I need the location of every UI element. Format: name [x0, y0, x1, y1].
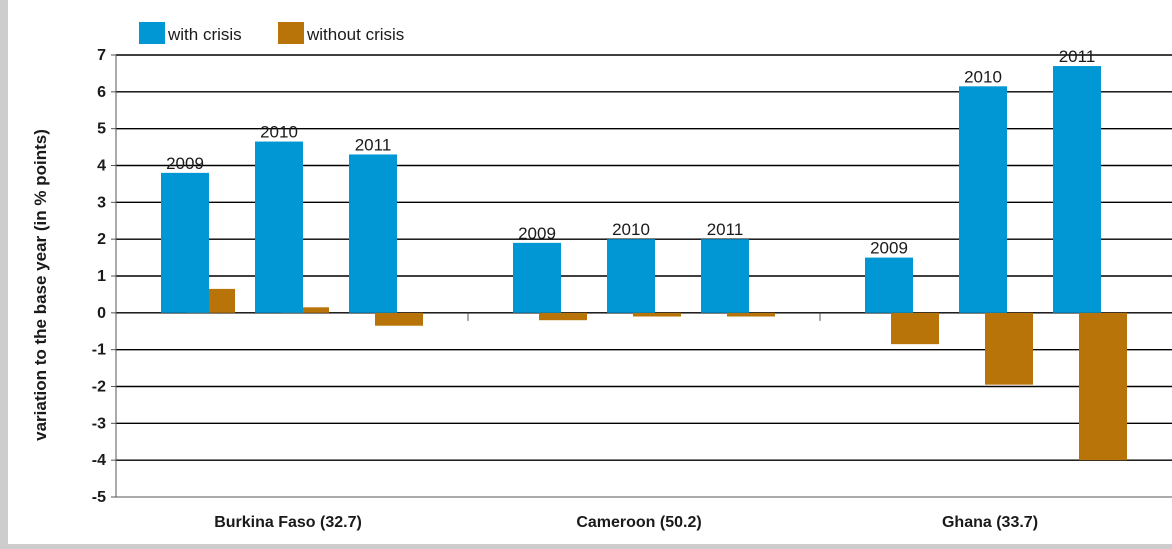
bar-without-crisis: [539, 312, 587, 321]
bar-without-crisis: [633, 312, 681, 317]
y-tick-label: 2: [97, 231, 106, 248]
y-tick-label: -2: [92, 379, 106, 396]
legend-swatch-with-crisis: [139, 22, 165, 44]
legend-label-with-crisis: with crisis: [167, 25, 242, 44]
bar-without-crisis: [281, 307, 329, 313]
y-tick-label: -3: [92, 415, 106, 432]
bar-year-label: 2010: [964, 67, 1002, 86]
bar-year-label: 2010: [612, 220, 650, 239]
bar-with-crisis: [607, 239, 655, 313]
legend-swatch-without-crisis: [278, 22, 304, 44]
bar-year-label: 2009: [870, 239, 908, 258]
bar-with-crisis: [959, 86, 1007, 313]
bar-year-label: 2009: [518, 224, 556, 243]
legend-label-without-crisis: without crisis: [306, 25, 404, 44]
bar-with-crisis: [865, 257, 913, 313]
bar-year-label: 2011: [355, 135, 392, 154]
bar-with-crisis: [513, 242, 561, 313]
bar-year-label: 2009: [166, 154, 204, 173]
bar-without-crisis: [985, 312, 1033, 385]
legend: with crisis without crisis: [139, 22, 404, 44]
y-tick-label: 6: [97, 84, 106, 101]
bar-year-label: 2011: [707, 220, 744, 239]
y-tick-label: -4: [92, 452, 106, 469]
bar-without-crisis: [1079, 312, 1127, 461]
y-tick-label: -5: [92, 489, 106, 506]
bar-with-crisis: [161, 172, 209, 313]
y-tick-label: 7: [97, 47, 106, 64]
y-tick-label: 0: [97, 305, 106, 322]
chart-frame: 7 6 5 4 3 2 1 0 -1 -2 -3 -4 -5 2009 2010 2011 2009 2010 2…: [8, 0, 1172, 544]
y-axis-label: variation to the base year (in % points): [31, 129, 50, 441]
bar-without-crisis: [727, 312, 775, 317]
bar-year-label: 2010: [260, 123, 298, 142]
category-label-ghana: Ghana (33.7): [942, 514, 1038, 531]
bar-with-crisis: [1053, 66, 1101, 313]
y-tick-label: 3: [97, 194, 106, 211]
y-tick-label: -1: [92, 342, 106, 359]
axis-layer: 7 6 5 4 3 2 1 0 -1 -2 -3 -4 -5: [92, 47, 1172, 506]
bar-with-crisis: [701, 239, 749, 313]
y-tick-label: 1: [97, 268, 106, 285]
category-label-burkina-faso: Burkina Faso (32.7): [214, 514, 362, 531]
y-tick-label: 4: [97, 158, 106, 175]
bar-without-crisis: [891, 312, 939, 345]
y-tick-label: 5: [97, 121, 106, 138]
bar-with-crisis: [349, 154, 397, 313]
bar-with-crisis: [255, 141, 303, 313]
bar-layer: [161, 66, 1127, 461]
bar-year-label: 2011: [1059, 47, 1096, 66]
bar-without-crisis: [375, 312, 423, 326]
category-label-cameroon: Cameroon (50.2): [576, 514, 701, 531]
label-layer: 2009 2010 2011 2009 2010 2011 2009 2010 2011: [166, 47, 1095, 258]
